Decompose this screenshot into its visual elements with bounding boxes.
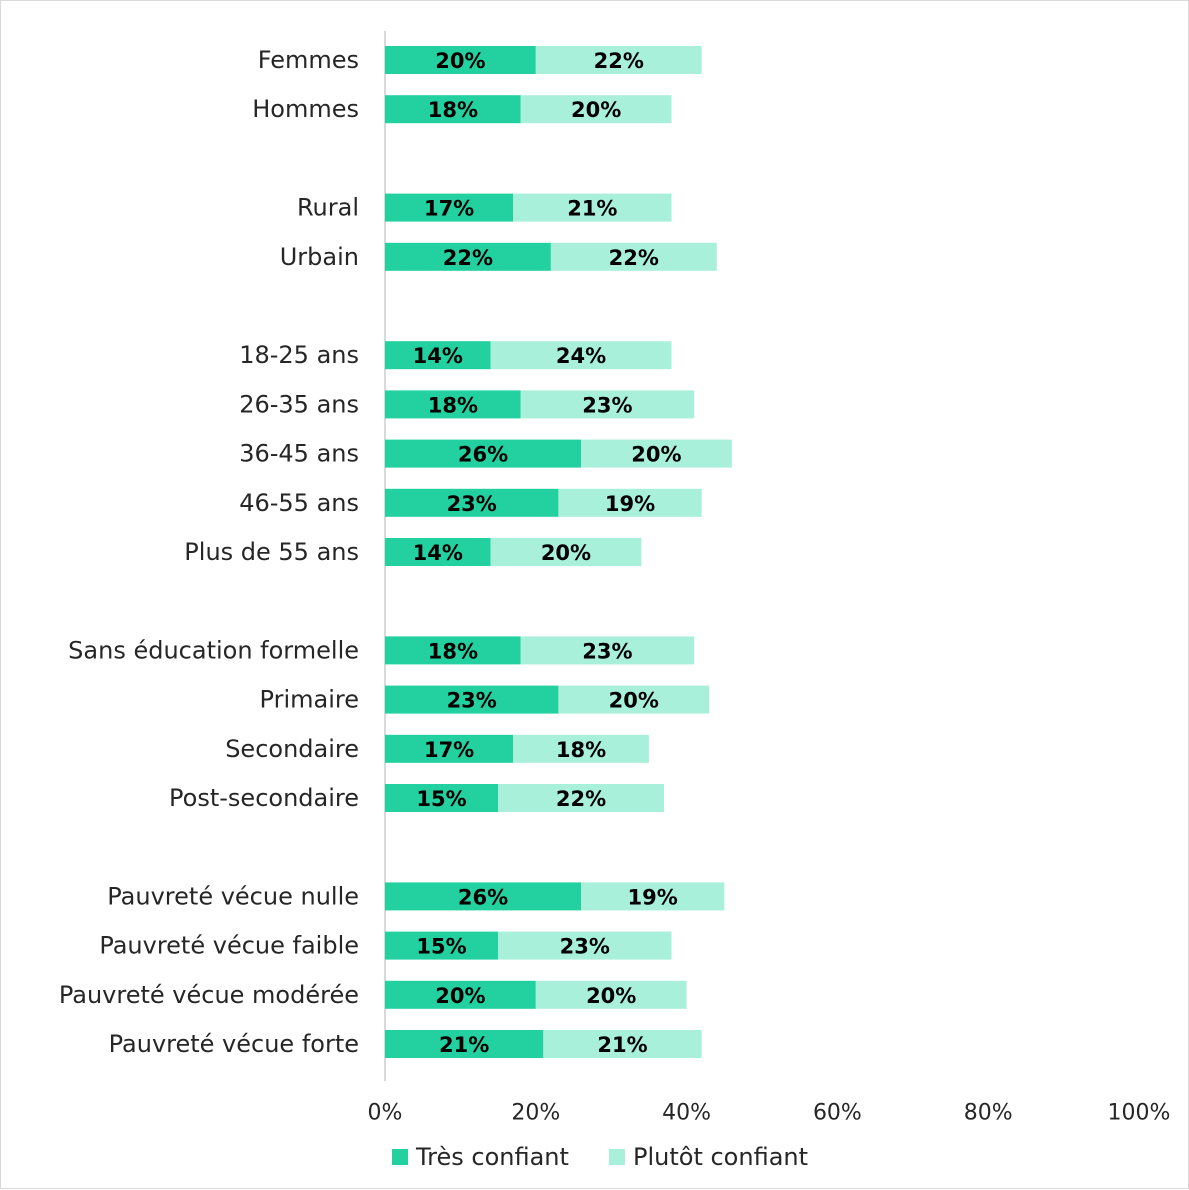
data-label: 14%: [413, 344, 463, 368]
bar-segment-plutot-confiant: [520, 636, 695, 665]
data-label: 17%: [424, 197, 474, 221]
bar-segment-tres-confiant: [385, 242, 551, 271]
category-label: Pauvreté vécue faible: [99, 932, 359, 960]
data-label: 22%: [443, 246, 493, 270]
bar-segment-tres-confiant: [385, 685, 559, 714]
data-label: 23%: [582, 639, 632, 663]
data-label: 23%: [582, 393, 632, 417]
data-label: 18%: [556, 738, 606, 762]
data-label: 22%: [556, 787, 606, 811]
bar-segment-tres-confiant: [385, 95, 521, 124]
bar-segment-tres-confiant: [385, 734, 514, 763]
category-label: Sans éducation formelle: [68, 636, 359, 664]
data-label: 23%: [560, 935, 610, 959]
data-label: 20%: [435, 984, 485, 1008]
bar-segment-plutot-confiant: [550, 242, 717, 271]
data-label: 18%: [428, 98, 478, 122]
bar-segment-tres-confiant: [385, 538, 491, 566]
bar-segment-plutot-confiant: [558, 488, 702, 517]
x-tick-label: 0%: [368, 1101, 403, 1126]
bar-segment-tres-confiant: [385, 636, 521, 665]
category-label: Post-secondaire: [169, 784, 359, 812]
data-label: 15%: [416, 935, 466, 959]
bar-segment-plutot-confiant: [581, 439, 732, 468]
data-label: 21%: [439, 1033, 489, 1057]
bar-segment-tres-confiant: [385, 1030, 544, 1058]
data-label: 20%: [435, 49, 485, 73]
bar-segment-plutot-confiant: [558, 685, 710, 714]
data-label: 21%: [567, 197, 617, 221]
category-label: 26-35 ans: [239, 390, 359, 418]
bar-segment-plutot-confiant: [520, 95, 672, 124]
category-label: 36-45 ans: [239, 440, 359, 468]
bar-segment-tres-confiant: [385, 46, 536, 74]
bar-segment-plutot-confiant: [520, 390, 695, 419]
category-label: Femmes: [258, 46, 359, 74]
bar-segment-plutot-confiant: [513, 193, 672, 222]
data-label: 22%: [609, 246, 659, 270]
x-tick-label: 100%: [1108, 1101, 1171, 1126]
legend-label: Très confiant: [415, 1143, 569, 1171]
category-label: 18-25 ans: [239, 341, 359, 369]
data-label: 18%: [428, 393, 478, 417]
data-label: 20%: [586, 984, 636, 1008]
bar-segment-plutot-confiant: [543, 1030, 702, 1058]
legend-label: Plutôt confiant: [633, 1143, 808, 1171]
data-label: 21%: [597, 1033, 647, 1057]
x-tick-label: 20%: [511, 1101, 560, 1126]
data-label: 23%: [447, 492, 497, 516]
data-label: 19%: [628, 885, 678, 909]
category-label: Pauvreté vécue modérée: [59, 981, 359, 1009]
x-tick-label: 40%: [662, 1101, 711, 1126]
legend-swatch: [609, 1149, 625, 1165]
bar-segment-plutot-confiant: [535, 46, 702, 74]
data-label: 23%: [447, 689, 497, 713]
category-label: Primaire: [260, 686, 359, 714]
category-label: Hommes: [252, 95, 359, 123]
data-label: 19%: [605, 492, 655, 516]
bar-segment-plutot-confiant: [490, 538, 642, 566]
category-label: 46-55 ans: [239, 489, 359, 517]
bar-segment-plutot-confiant: [581, 882, 725, 911]
data-label: 26%: [458, 443, 508, 467]
category-label: Plus de 55 ans: [184, 538, 359, 566]
bar-segment-tres-confiant: [385, 439, 582, 468]
data-label: 17%: [424, 738, 474, 762]
data-label: 24%: [556, 344, 606, 368]
data-label: 15%: [416, 787, 466, 811]
bar-segment-tres-confiant: [385, 980, 536, 1009]
data-label: 20%: [609, 689, 659, 713]
bar-segment-plutot-confiant: [513, 734, 649, 763]
data-label: 20%: [571, 98, 621, 122]
data-label: 20%: [631, 443, 681, 467]
bar-segment-plutot-confiant: [490, 341, 672, 370]
bar-segment-tres-confiant: [385, 193, 514, 222]
data-label: 14%: [413, 541, 463, 565]
category-label: Pauvreté vécue forte: [109, 1030, 359, 1058]
bar-segment-plutot-confiant: [498, 931, 672, 960]
bar-segment-plutot-confiant: [498, 784, 664, 812]
category-label: Urbain: [280, 243, 359, 271]
legend-swatch: [392, 1149, 408, 1165]
bar-segment-tres-confiant: [385, 931, 499, 960]
bar-segment-tres-confiant: [385, 882, 582, 911]
data-label: 22%: [594, 49, 644, 73]
data-label: 20%: [541, 541, 591, 565]
x-tick-label: 60%: [813, 1101, 862, 1126]
bar-segment-tres-confiant: [385, 488, 559, 517]
bar-segment-tres-confiant: [385, 341, 491, 370]
category-label: Secondaire: [225, 735, 359, 763]
data-label: 26%: [458, 885, 508, 909]
x-tick-label: 80%: [964, 1101, 1013, 1126]
data-label: 18%: [428, 639, 478, 663]
bar-segment-plutot-confiant: [535, 980, 687, 1009]
category-label: Pauvreté vécue nulle: [107, 882, 359, 910]
bar-segment-tres-confiant: [385, 390, 521, 419]
category-label: Rural: [297, 194, 359, 222]
bar-segment-tres-confiant: [385, 784, 499, 812]
